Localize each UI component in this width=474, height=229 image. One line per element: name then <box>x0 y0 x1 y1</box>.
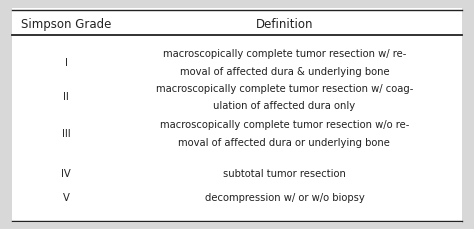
Text: subtotal tumor resection: subtotal tumor resection <box>223 169 346 179</box>
Text: Definition: Definition <box>255 18 313 30</box>
Text: moval of affected dura & underlying bone: moval of affected dura & underlying bone <box>180 67 389 76</box>
Text: ulation of affected dura only: ulation of affected dura only <box>213 101 356 111</box>
Text: III: III <box>62 129 71 139</box>
Text: macroscopically complete tumor resection w/o re-: macroscopically complete tumor resection… <box>160 120 409 130</box>
Text: macroscopically complete tumor resection w/ re-: macroscopically complete tumor resection… <box>163 49 406 59</box>
Text: IV: IV <box>62 169 71 179</box>
Text: moval of affected dura or underlying bone: moval of affected dura or underlying bon… <box>179 138 390 147</box>
Text: Simpson Grade: Simpson Grade <box>21 18 111 30</box>
Text: decompression w/ or w/o biopsy: decompression w/ or w/o biopsy <box>204 193 365 203</box>
Text: V: V <box>63 193 70 203</box>
Text: macroscopically complete tumor resection w/ coag-: macroscopically complete tumor resection… <box>156 84 413 94</box>
Text: II: II <box>64 92 69 102</box>
FancyBboxPatch shape <box>12 8 462 223</box>
Text: I: I <box>65 58 68 68</box>
